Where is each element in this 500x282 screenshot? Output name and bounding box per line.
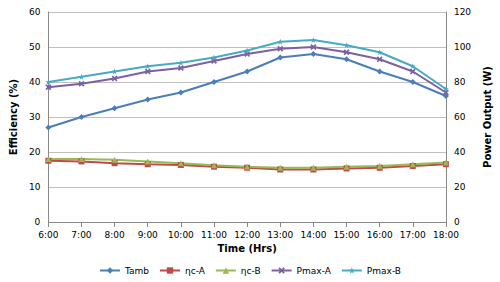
svg-text:Time (Hrs): Time (Hrs): [217, 243, 276, 254]
svg-text:20: 20: [29, 147, 41, 157]
svg-text:40: 40: [29, 77, 41, 87]
svg-text:11:00: 11:00: [201, 230, 227, 240]
svg-text:Tamb: Tamb: [124, 266, 149, 276]
svg-text:ηc-B: ηc-B: [241, 266, 261, 276]
svg-text:120: 120: [454, 7, 471, 17]
svg-text:14:00: 14:00: [300, 230, 326, 240]
svg-text:15:00: 15:00: [334, 230, 360, 240]
svg-text:40: 40: [454, 147, 466, 157]
svg-text:17:00: 17:00: [400, 230, 426, 240]
svg-text:60: 60: [454, 112, 466, 122]
svg-text:ηc-A: ηc-A: [185, 266, 206, 276]
svg-text:0: 0: [35, 217, 41, 227]
svg-text:20: 20: [454, 182, 466, 192]
svg-text:0: 0: [454, 217, 460, 227]
svg-text:10: 10: [29, 182, 41, 192]
svg-text:7:00: 7:00: [71, 230, 91, 240]
svg-text:10:00: 10:00: [168, 230, 194, 240]
svg-text:16:00: 16:00: [367, 230, 393, 240]
svg-text:50: 50: [29, 42, 41, 52]
svg-text:6:00: 6:00: [38, 230, 58, 240]
svg-text:12:00: 12:00: [234, 230, 260, 240]
svg-text:80: 80: [454, 77, 466, 87]
svg-text:60: 60: [29, 7, 41, 17]
svg-text:Pmax-A: Pmax-A: [297, 266, 332, 276]
svg-text:Power Output (W): Power Output (W): [482, 66, 493, 168]
svg-text:9:00: 9:00: [138, 230, 158, 240]
svg-text:Pmax-B: Pmax-B: [367, 266, 401, 276]
svg-text:8:00: 8:00: [105, 230, 125, 240]
svg-text:18:00: 18:00: [433, 230, 459, 240]
svg-text:100: 100: [454, 42, 471, 52]
svg-text:30: 30: [29, 112, 41, 122]
svg-text:Efficiency (%): Efficiency (%): [8, 79, 19, 155]
svg-text:13:00: 13:00: [267, 230, 293, 240]
